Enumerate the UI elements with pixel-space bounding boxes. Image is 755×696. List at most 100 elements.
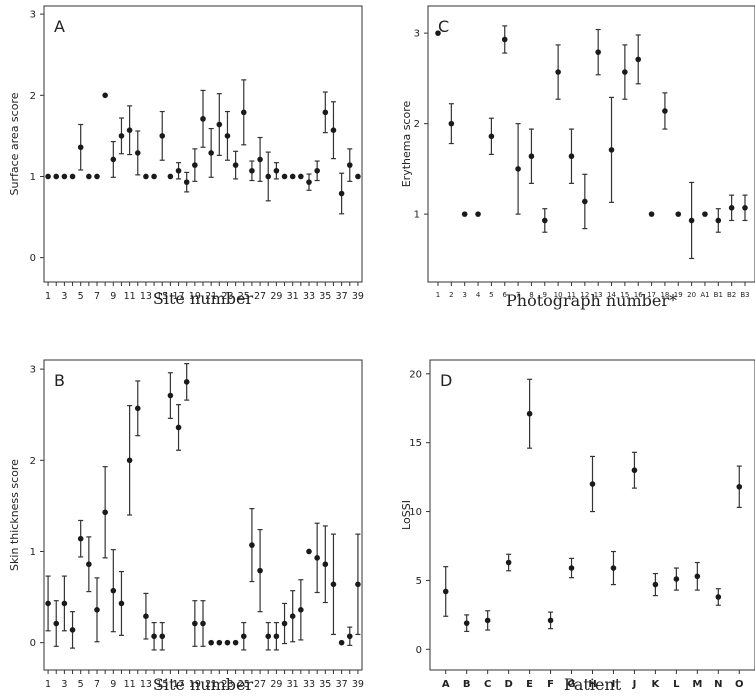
data-point: [216, 639, 223, 646]
data-point: [322, 109, 329, 116]
y-tick-label: 1: [30, 172, 36, 183]
data-point: [582, 198, 588, 205]
x-tick-label: 39: [352, 291, 364, 302]
x-tick-label: 3: [61, 679, 67, 690]
data-point: [143, 173, 149, 180]
data-point: [673, 576, 680, 582]
plot-frame: [427, 5, 755, 283]
x-tick-label: 33: [303, 291, 315, 302]
data-point: [45, 173, 51, 180]
data-point: [589, 481, 596, 487]
data-point: [555, 69, 561, 75]
data-point: [53, 620, 60, 627]
data-point: [118, 133, 125, 139]
data-point: [501, 36, 508, 43]
data-point: [102, 509, 108, 516]
x-tick-label: 13: [140, 291, 152, 302]
data-point: [346, 162, 353, 168]
y-tick-label: 15: [409, 438, 422, 449]
x-tick-label: 8: [529, 291, 533, 299]
data-point: [224, 133, 231, 139]
x-tick-label: E: [526, 679, 533, 690]
data-point: [94, 607, 100, 613]
y-axis-label: LoSSI: [400, 500, 413, 530]
data-point: [118, 600, 125, 607]
data-point: [568, 565, 575, 571]
data-point: [648, 211, 655, 217]
y-tick-label: 0: [30, 638, 36, 649]
data-point: [702, 211, 708, 217]
y-tick-label: 3: [30, 365, 36, 376]
x-tick-label: 11: [124, 679, 136, 690]
plot-frame: [429, 359, 755, 671]
data-point: [595, 49, 601, 55]
data-point: [515, 166, 521, 172]
x-tick-label: 23: [221, 679, 233, 690]
data-point: [298, 607, 304, 613]
x-tick-label: 27: [254, 679, 266, 690]
x-tick-label: 23: [221, 291, 233, 302]
data-point: [435, 30, 441, 36]
data-point: [110, 587, 117, 594]
x-tick-label: 17: [647, 291, 656, 299]
x-tick-label: 31: [287, 291, 299, 302]
data-point: [314, 555, 320, 561]
data-point: [652, 581, 659, 588]
data-point: [265, 173, 272, 180]
data-point: [167, 173, 174, 180]
data-point: [281, 173, 288, 180]
data-point: [338, 639, 345, 646]
x-axis-label: Site number: [153, 675, 254, 694]
data-point: [110, 156, 117, 163]
x-tick-label: 1: [45, 291, 51, 302]
x-tick-label: 15: [156, 679, 168, 690]
x-tick-label: 11: [124, 291, 136, 302]
y-axis-label: Erythema score: [400, 100, 413, 187]
data-point: [568, 153, 575, 160]
data-point: [622, 69, 628, 75]
data-point: [240, 633, 247, 640]
data-point: [183, 379, 190, 385]
x-tick-label: A: [442, 679, 450, 690]
x-tick-label: F: [547, 679, 554, 690]
data-point: [86, 173, 92, 180]
data-point: [265, 633, 272, 640]
data-point: [484, 617, 491, 624]
data-point: [61, 600, 68, 607]
data-point: [151, 173, 157, 180]
data-point: [126, 457, 133, 464]
x-tick-label: 11: [567, 291, 576, 299]
x-tick-label: L: [673, 679, 680, 690]
data-point: [134, 405, 141, 412]
x-tick-label: N: [714, 679, 722, 690]
data-point: [608, 147, 615, 153]
data-point: [346, 633, 353, 640]
data-point: [338, 190, 345, 197]
data-point: [715, 217, 722, 224]
data-point: [635, 56, 642, 63]
data-point: [69, 173, 76, 180]
x-tick-label: 15: [156, 291, 168, 302]
y-axis-label: Skin thickness score: [8, 459, 21, 571]
x-tick-label: 25: [238, 291, 250, 302]
data-point: [273, 633, 280, 640]
x-tick-label: 37: [336, 291, 348, 302]
data-point: [61, 173, 68, 180]
x-tick-label: 17: [172, 291, 184, 302]
x-tick-label: 19: [189, 291, 201, 302]
data-point: [232, 639, 239, 646]
data-point: [232, 162, 239, 168]
x-tick-label: 9: [110, 679, 116, 690]
y-tick-label: 10: [409, 507, 422, 518]
x-tick-label: J: [632, 679, 637, 690]
data-point: [463, 620, 470, 626]
data-point: [192, 162, 198, 168]
data-point: [488, 133, 495, 140]
x-tick-label: 16: [634, 291, 643, 299]
x-tick-label: G: [567, 679, 575, 690]
y-tick-label: 2: [30, 456, 36, 467]
x-tick-label: 17: [172, 679, 184, 690]
